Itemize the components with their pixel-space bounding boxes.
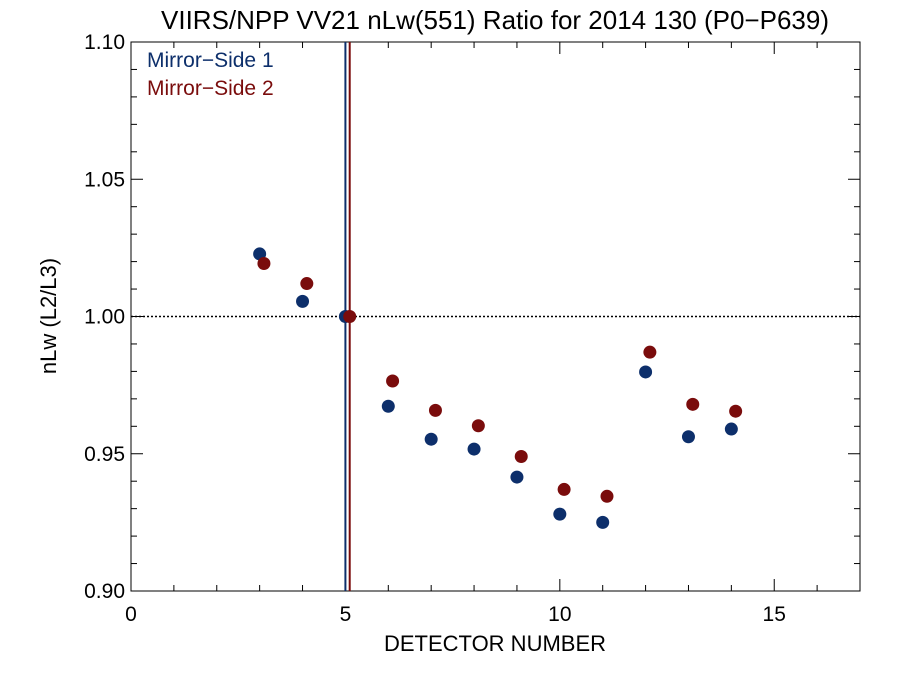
series-2-point xyxy=(729,404,743,418)
y-axis-label: nLw (L2/L3) xyxy=(36,258,61,374)
x-axis-label: DETECTOR NUMBER xyxy=(384,631,606,656)
x-tick-label: 0 xyxy=(125,603,137,626)
y-tick-label: 0.90 xyxy=(84,580,125,603)
data-points xyxy=(253,247,743,529)
series-1-point xyxy=(639,365,653,379)
series-2-point xyxy=(600,489,614,503)
y-tick-label: 0.95 xyxy=(84,443,125,466)
series-2-point xyxy=(300,277,314,291)
legend-entry-2: Mirror−Side 2 xyxy=(147,77,274,100)
series-2-point xyxy=(343,310,357,323)
tick-labels: 0 5 10 15 0.90 0.95 1.00 1.05 1.10 xyxy=(84,31,786,626)
x-tick-label: 5 xyxy=(340,603,352,626)
x-tick-label: 10 xyxy=(548,603,571,626)
series-1-point xyxy=(553,507,567,521)
series-2-point xyxy=(514,449,528,463)
series-2-point xyxy=(471,419,485,433)
legend: Mirror−Side 1 Mirror−Side 2 xyxy=(147,49,274,100)
series-1-point xyxy=(467,442,481,456)
legend-entry-1: Mirror−Side 1 xyxy=(147,49,274,72)
y-tick-label: 1.10 xyxy=(84,31,125,54)
y-tick-label: 1.00 xyxy=(84,306,125,329)
series-1-point xyxy=(381,399,395,413)
series-1-point xyxy=(510,470,524,484)
x-tick-label: 15 xyxy=(763,603,786,626)
series-2-point xyxy=(686,397,700,411)
series-2-point xyxy=(386,374,400,388)
reference-lines xyxy=(131,42,860,591)
series-2-point xyxy=(557,482,571,496)
series-1-point xyxy=(596,515,610,529)
series-2-point xyxy=(643,345,657,359)
y-tick-label: 1.05 xyxy=(84,168,125,191)
series-1-point xyxy=(724,422,738,436)
series-1-point xyxy=(296,294,310,308)
series-1-point xyxy=(681,430,695,444)
series-2-point xyxy=(428,403,442,417)
series-2-point xyxy=(257,257,271,271)
chart-title: VIIRS/NPP VV21 nLw(551) Ratio for 2014 1… xyxy=(161,5,829,35)
series-1-point xyxy=(424,432,438,446)
